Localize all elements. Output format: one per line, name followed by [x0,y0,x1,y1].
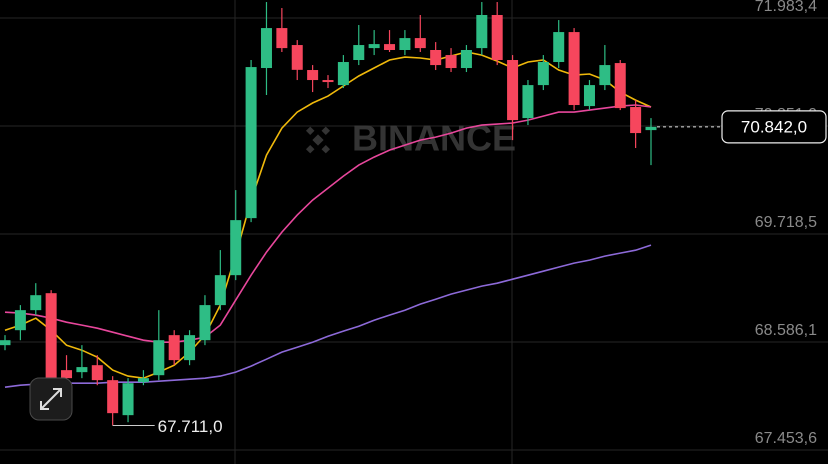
candle-body [307,70,319,81]
y-tick-label: 67.453,6 [755,430,817,447]
y-tick-label: 71.983,4 [755,0,817,15]
candle-body [245,67,257,219]
candle-body [0,340,11,346]
candle-body [260,28,272,69]
candle-body [276,28,288,49]
candle-body [583,85,595,107]
candle-body [537,62,549,86]
candle-body [553,32,565,63]
candle-body [76,367,88,373]
candle-body [568,32,580,106]
candle-body [137,378,149,383]
candle-body [214,275,226,306]
candle-body [368,44,380,49]
candle-body [599,65,611,86]
expand-icon [40,388,62,410]
ma-line [4,104,652,343]
candle-body [460,50,472,69]
grid [0,17,828,451]
candle-body [14,310,26,331]
candle-body [507,60,519,121]
candle-body [230,220,242,276]
expand-button[interactable] [29,377,73,421]
candles [0,2,657,426]
candle-body [353,45,365,61]
candle-body [199,305,211,341]
candle-body [153,340,165,376]
last-price-label: 70.842,0 [741,117,807,136]
candle-body [91,365,103,381]
candle-body [430,50,442,66]
candle-body [30,295,42,311]
candle-body [645,126,657,131]
low-marker-label: 67.711,0 [158,417,223,436]
last-price-box [721,110,827,144]
candle-body [476,15,488,49]
y-tick-label: 69.718,5 [755,214,817,231]
candle-body [45,293,57,381]
overlay: 67.711,0 70.842,0 [112,110,827,436]
candle-body [184,335,196,361]
candle-body [61,370,73,379]
candle-body [107,380,119,414]
candle-body [491,15,503,61]
y-tick-label: 68.586,1 [755,322,817,339]
candle-body [384,44,396,51]
candle-body [168,335,180,361]
candle-body [614,63,626,109]
candle-body [414,38,426,49]
candle-body [399,38,411,51]
candle-body [337,62,349,86]
candle-body [322,80,334,83]
candle-body [291,45,303,70]
candle-body [630,107,642,134]
candle-body [445,55,457,69]
candle-body [122,383,134,416]
candle-body [522,85,534,119]
